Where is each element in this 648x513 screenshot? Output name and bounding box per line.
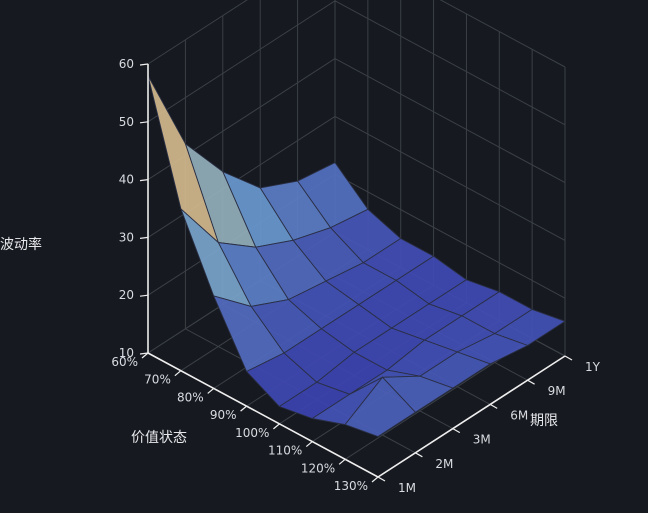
x-axis-title: 价值状态	[131, 430, 187, 446]
z-tick-label: 30	[119, 230, 134, 244]
y-tick	[452, 428, 461, 434]
z-tick	[139, 236, 149, 239]
surface-cell	[147, 75, 220, 244]
y-tick-label: 1M	[398, 481, 416, 495]
grid-line	[147, 0, 566, 68]
grid-line	[147, 58, 566, 184]
z-tick-label: 10	[119, 346, 134, 360]
x-axis-line	[147, 352, 379, 478]
z-tick	[139, 179, 149, 182]
grid-line	[147, 0, 566, 126]
z-tick	[139, 63, 149, 66]
z-axis-title: 波动率	[0, 236, 42, 253]
x-tick	[273, 423, 280, 430]
y-tick-label: 9M	[548, 384, 566, 398]
x-tick-label: 120%	[301, 461, 335, 475]
y-tick-label: 6M	[510, 408, 528, 422]
x-tick	[371, 476, 379, 483]
y-tick	[415, 452, 423, 458]
x-tick-label: 100%	[235, 426, 269, 440]
surface-cell	[344, 376, 417, 437]
surface-mesh	[147, 75, 567, 437]
y-tick	[564, 355, 573, 361]
axis-labels: 波动率 价值状态 期限	[0, 236, 558, 446]
z-tick-label: 50	[119, 115, 134, 129]
axes: 10 20 30 40 50 60 60% 70% 80% 90% 100% 110% 120% 130%…	[111, 57, 600, 495]
z-tick-label: 40	[119, 173, 134, 187]
x-tick-label: 80%	[177, 390, 204, 404]
y-tick-label: 3M	[473, 433, 491, 447]
y-tick-label: 1Y	[585, 360, 601, 374]
y-tick	[527, 379, 535, 385]
x-tick	[174, 370, 182, 377]
y-axis-title: 期限	[530, 413, 558, 429]
x-tick-label: 60%	[111, 355, 138, 369]
y-tick-label: 2M	[435, 457, 453, 471]
x-tick	[207, 387, 215, 394]
z-tick	[139, 121, 149, 124]
z-tick	[139, 294, 149, 297]
x-tick	[305, 441, 313, 448]
z-tick-label: 20	[119, 288, 134, 302]
x-tick	[141, 352, 149, 359]
z-tick	[139, 352, 149, 355]
x-tick-label: 130%	[334, 479, 368, 493]
x-tick	[240, 405, 247, 412]
x-tick-label: 90%	[210, 408, 237, 422]
z-tick-label: 60	[119, 57, 134, 71]
x-tick-label: 110%	[268, 444, 302, 458]
x-tick-label: 70%	[144, 373, 171, 387]
y-tick	[377, 476, 386, 482]
x-tick	[338, 458, 346, 465]
y-axis-line	[377, 355, 566, 478]
y-tick	[489, 403, 498, 409]
